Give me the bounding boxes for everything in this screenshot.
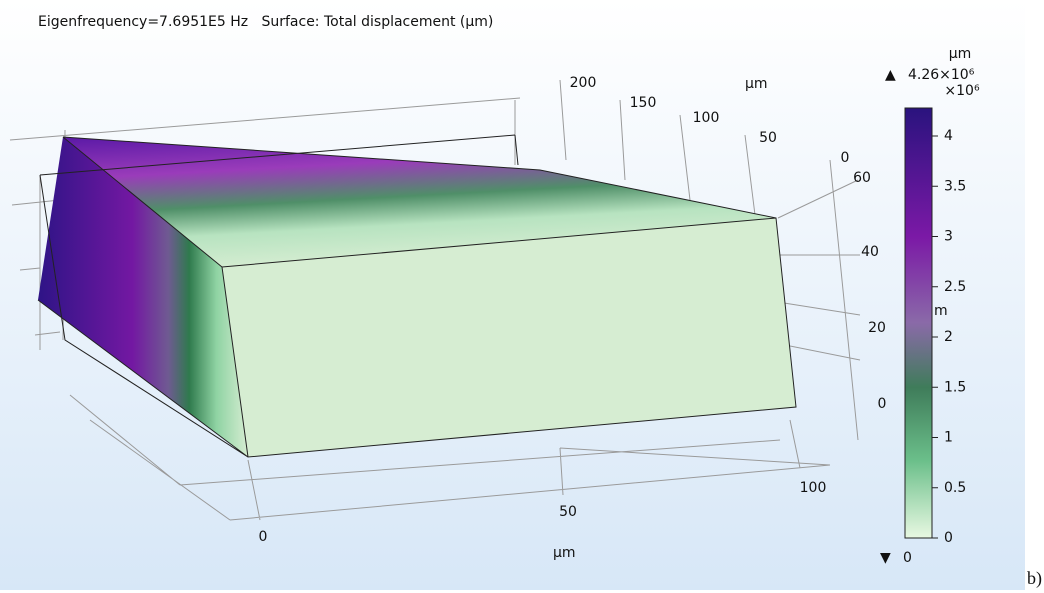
max-marker: ▲ (885, 67, 896, 83)
z-tick-label: 60 (853, 170, 871, 186)
screenshot: Eigenfrequency=7.6951E5 Hz Surface: Tota… (0, 0, 1044, 593)
x-tick-label: 0 (259, 529, 268, 545)
y-tick-label: 0 (841, 150, 850, 166)
colorbar (905, 108, 932, 538)
colorbar-tick-label: 1.5 (944, 379, 966, 395)
colorbar-tick-label: 2 (944, 329, 953, 345)
y-tick-label: 150 (630, 95, 657, 111)
colorbar-tick-label: 3.5 (944, 178, 966, 194)
margin (1025, 0, 1044, 593)
x-tick-label: 100 (800, 480, 827, 496)
colorbar-tick-label: 0 (944, 530, 953, 546)
y-tick-label: 50 (759, 130, 777, 146)
x-tick-label: 50 (559, 504, 577, 520)
y-tick-label: 200 (570, 75, 597, 91)
colorbar-tick-label: 3 (944, 229, 953, 245)
colorbar-tick-label: 0.5 (944, 480, 966, 496)
colorbar-tick-label: 4 (944, 128, 953, 144)
colorbar-max: 4.26×10⁶ (908, 67, 975, 83)
colorbar-hidden-label: m (934, 303, 948, 319)
colorbar-tick-label: 2.5 (944, 279, 966, 295)
x-axis-label: µm (553, 545, 576, 561)
y-axis-label: µm (745, 76, 768, 92)
colorbar-min: 0 (903, 550, 912, 566)
y-tick-label: 100 (693, 110, 720, 126)
min-marker: ▼ (880, 550, 891, 566)
colorbar-multiplier: ×10⁶ (944, 83, 980, 99)
caption: b) (1027, 568, 1042, 589)
z-tick-label: 0 (878, 396, 887, 412)
z-tick-label: 20 (868, 320, 886, 336)
z-tick-label: 40 (861, 244, 879, 260)
colorbar-tick-label: 1 (944, 430, 953, 446)
colorbar-unit: µm (949, 46, 972, 62)
plot-title: Eigenfrequency=7.6951E5 Hz Surface: Tota… (38, 14, 493, 30)
